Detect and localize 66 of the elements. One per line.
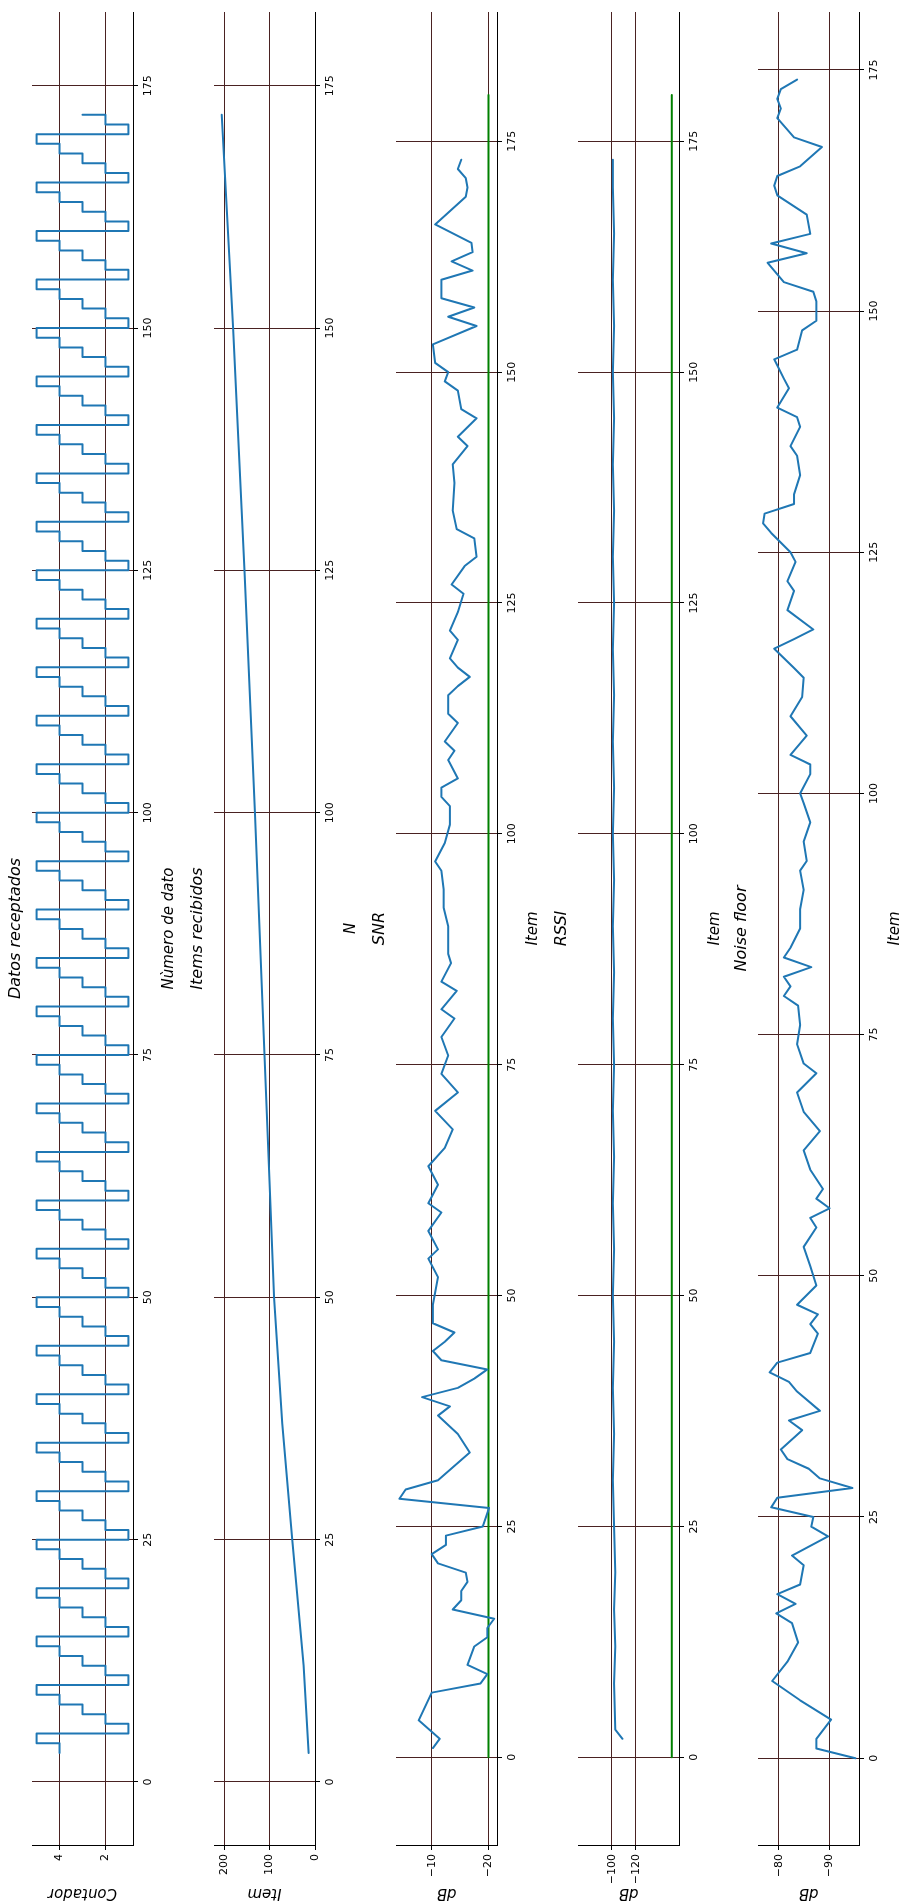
x-axis-title: dB [436, 1885, 457, 1902]
y-tick-label: 125 [504, 592, 518, 614]
y-tick-label: 125 [866, 541, 880, 563]
x-tick-label: 2 [98, 1854, 112, 1861]
y-tick-label: 100 [866, 782, 880, 804]
y-tick-label: 150 [686, 361, 700, 383]
y-tick-label: 50 [140, 1290, 154, 1305]
y-tick-label: 150 [322, 317, 336, 339]
y-tick-label: 100 [504, 823, 518, 845]
y-tick-label: 175 [140, 75, 154, 97]
y-tick-label: 75 [140, 1048, 154, 1062]
x-axis-title: Item [247, 1885, 282, 1902]
y-tick-label: 75 [322, 1048, 336, 1062]
x-tick-label: −10 [424, 1854, 438, 1878]
y-tick-label: 25 [504, 1519, 518, 1534]
x-tick-label: −80 [771, 1854, 785, 1878]
y-tick-label: 100 [140, 802, 154, 824]
y-tick-label: 0 [504, 1753, 518, 1761]
y-tick-label: 75 [686, 1057, 700, 1072]
y-axis-title: Item [884, 911, 901, 946]
y-tick-label: 0 [140, 1778, 154, 1786]
x-tick-label: −20 [481, 1854, 495, 1878]
y-tick-label: 50 [504, 1288, 518, 1303]
y-tick-label: 125 [140, 559, 154, 581]
text: RSSI [551, 910, 571, 947]
y-tick-label: 175 [322, 75, 336, 97]
y-tick-label: 25 [140, 1532, 154, 1547]
y-tick-label: 75 [504, 1057, 518, 1072]
y-tick-label: 175 [686, 130, 700, 152]
y-tick-label: 100 [686, 823, 700, 845]
x-axis-title: dB [618, 1885, 639, 1902]
y-tick-label: 25 [322, 1532, 336, 1547]
y-tick-label: 50 [322, 1290, 336, 1305]
x-tick-label: 200 [216, 1854, 230, 1875]
x-axis-title: dB [798, 1885, 819, 1902]
x-tick-label: 0 [307, 1854, 321, 1861]
y-tick-label: 0 [322, 1778, 336, 1786]
y-tick-label: 125 [322, 559, 336, 581]
x-tick-label: −90 [822, 1854, 836, 1878]
x-tick-label: 100 [262, 1854, 276, 1875]
text: SNR [369, 911, 389, 946]
text: Noise floor [731, 884, 751, 972]
y-tick-label: 175 [504, 130, 518, 152]
y-tick-label: 0 [866, 1754, 880, 1762]
y-tick-label: 75 [866, 1027, 880, 1042]
x-tick-label: −100 [604, 1854, 618, 1885]
y-tick-label: 100 [322, 802, 336, 824]
text: Datos receptados [5, 857, 25, 1000]
y-axis-title: Item [522, 911, 541, 946]
y-axis-title: N [340, 922, 359, 935]
y-tick-label: 125 [686, 592, 700, 614]
y-tick-label: 150 [866, 300, 880, 322]
x-axis-title: Contador [47, 1885, 118, 1902]
x-tick-label: −120 [628, 1854, 642, 1885]
y-tick-label: 0 [686, 1753, 700, 1761]
y-axis-title: Nùmero de dato [158, 867, 177, 990]
y-tick-label: 50 [866, 1268, 880, 1283]
y-tick-label: 150 [140, 317, 154, 339]
y-tick-label: 150 [504, 361, 518, 383]
text: Items recibidos [187, 867, 207, 990]
y-tick-label: 175 [866, 59, 880, 81]
y-tick-label: 25 [866, 1509, 880, 1524]
y-tick-label: 50 [686, 1288, 700, 1303]
x-tick-label: 4 [52, 1854, 66, 1861]
y-axis-title: Item [704, 911, 723, 946]
y-tick-label: 25 [686, 1519, 700, 1534]
